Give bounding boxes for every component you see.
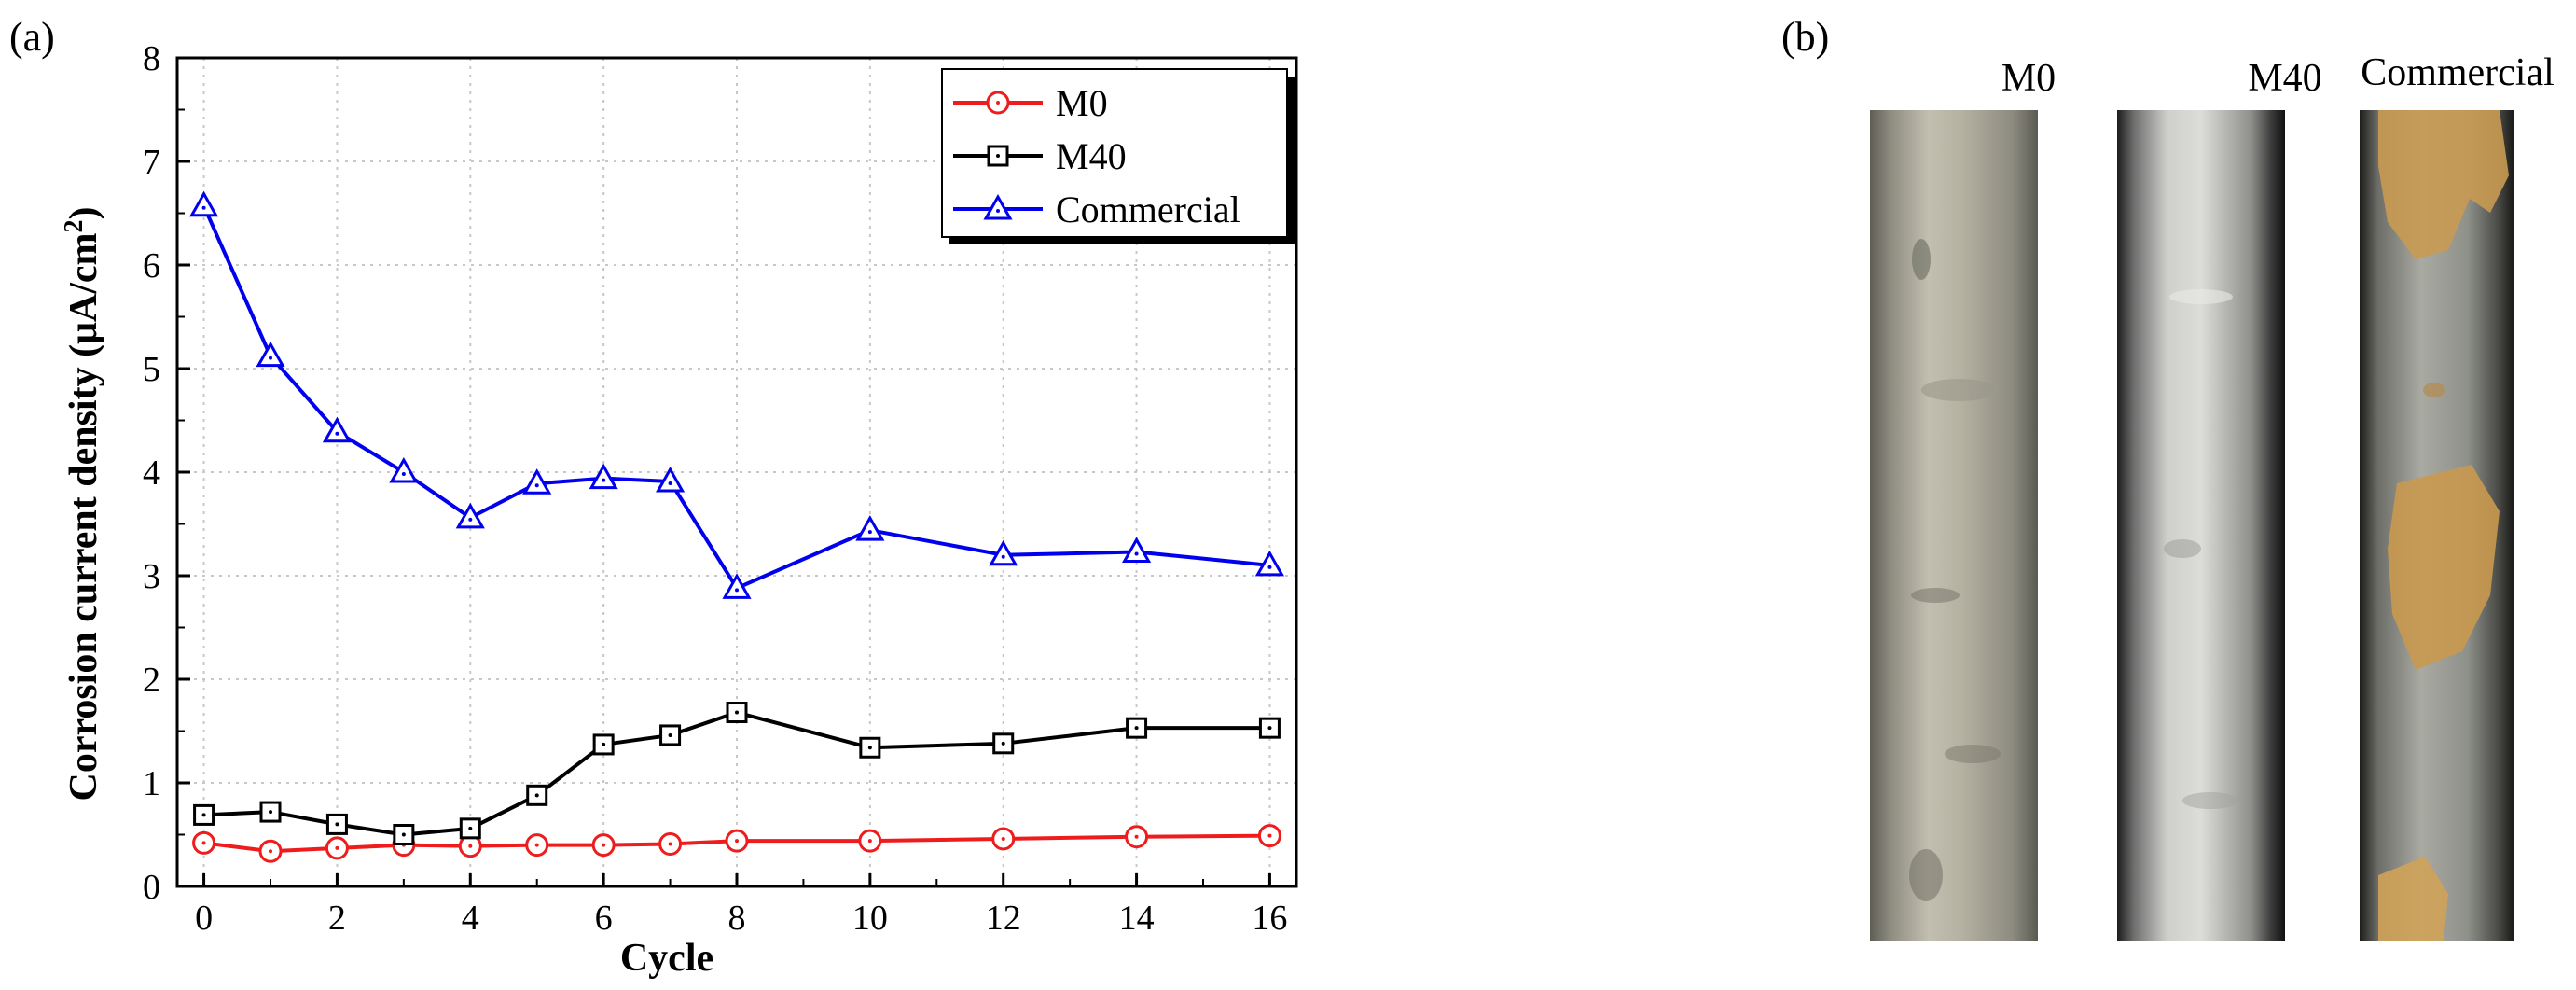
panel-a: (a) 0 2 4 6 8 10 12 14 16 0 1 2 3 4 5 6 7 8 M0 M40 Commerci… bbox=[9, 14, 1298, 980]
marker-center bbox=[1001, 836, 1005, 841]
panel-b: (b) M0 M40 Commercial bbox=[1753, 0, 2576, 985]
marker-center bbox=[668, 842, 672, 846]
series-m40 bbox=[193, 702, 1281, 845]
data-point-commercial bbox=[389, 456, 419, 483]
data-point-commercial bbox=[322, 416, 352, 443]
data-point-commercial bbox=[855, 515, 885, 541]
legend-label-m0: M0 bbox=[1056, 82, 1108, 124]
marker-center bbox=[668, 481, 672, 485]
marker-center bbox=[735, 588, 739, 593]
marker-center bbox=[201, 205, 206, 210]
marker-center bbox=[534, 843, 539, 847]
marker-center bbox=[1267, 565, 1272, 569]
x-tick-label: 8 bbox=[728, 899, 746, 938]
x-tick-label: 4 bbox=[462, 899, 479, 938]
marker-center bbox=[867, 530, 872, 535]
marker-center bbox=[269, 356, 272, 360]
y-tick-label: 1 bbox=[143, 764, 160, 803]
data-point-commercial bbox=[256, 341, 285, 368]
marker-center bbox=[534, 483, 539, 488]
marker-center bbox=[1134, 551, 1139, 556]
marker-center bbox=[1134, 834, 1139, 839]
panel-a-label: (a) bbox=[9, 14, 55, 60]
marker-center bbox=[335, 431, 339, 436]
marker-center bbox=[735, 710, 739, 715]
data-point-commercial bbox=[455, 502, 485, 529]
series-commercial bbox=[189, 190, 1284, 599]
rod-photo-m0 bbox=[1870, 110, 2038, 941]
y-tick-label: 0 bbox=[143, 868, 160, 907]
marker-center bbox=[269, 810, 272, 815]
marker-center bbox=[468, 826, 473, 830]
marker-center bbox=[534, 793, 539, 798]
rod-photo-m40 bbox=[2117, 110, 2285, 941]
y-tick-label: 8 bbox=[143, 39, 160, 78]
marker-center bbox=[1001, 741, 1005, 746]
marker-center bbox=[996, 101, 1000, 105]
legend-label-m40: M40 bbox=[1056, 135, 1127, 177]
marker-center bbox=[269, 849, 272, 854]
marker-center bbox=[468, 517, 473, 522]
data-point-commercial bbox=[189, 190, 219, 217]
x-tick-label: 10 bbox=[852, 899, 888, 938]
data-point-commercial bbox=[589, 463, 618, 490]
y-tick-label: 3 bbox=[143, 557, 160, 596]
panel-b-label: (b) bbox=[1781, 14, 1830, 60]
y-tick-label: 4 bbox=[143, 453, 160, 493]
x-axis-label: Cycle bbox=[620, 937, 713, 980]
data-point-commercial bbox=[1122, 537, 1152, 563]
marker-center bbox=[468, 844, 473, 848]
y-tick-label: 7 bbox=[143, 143, 160, 182]
y-tick-label: 6 bbox=[143, 246, 160, 286]
marker-center bbox=[867, 839, 872, 844]
y-axis-label: Corrosion current density (μA/cm2) bbox=[60, 206, 106, 801]
data-point-commercial bbox=[656, 466, 686, 493]
sample-label-m40: M40 bbox=[2248, 57, 2322, 100]
series-m0 bbox=[192, 824, 1281, 863]
marker-center bbox=[1267, 833, 1272, 838]
marker-center bbox=[735, 839, 739, 844]
marker-center bbox=[996, 209, 1000, 213]
marker-center bbox=[335, 822, 339, 827]
y-tick-label: 2 bbox=[143, 661, 160, 700]
series-group bbox=[189, 190, 1284, 863]
x-tick-label: 2 bbox=[328, 899, 346, 938]
x-tick-label: 0 bbox=[195, 899, 213, 938]
legend-label-commercial: Commercial bbox=[1056, 188, 1240, 230]
rod-photo-commercial bbox=[2360, 110, 2514, 941]
marker-center bbox=[996, 154, 1000, 158]
legend-marker-commercial bbox=[983, 193, 1013, 220]
x-tick-label: 14 bbox=[1119, 899, 1155, 938]
x-tick-label: 12 bbox=[986, 899, 1021, 938]
marker-center bbox=[201, 813, 206, 817]
marker-center bbox=[602, 843, 606, 847]
marker-center bbox=[1134, 726, 1139, 731]
marker-center bbox=[602, 478, 606, 482]
data-point-commercial bbox=[1254, 550, 1284, 577]
x-tick-label: 16 bbox=[1252, 899, 1287, 938]
marker-center bbox=[602, 742, 606, 746]
data-point-commercial bbox=[722, 573, 752, 599]
marker-center bbox=[668, 732, 672, 737]
marker-center bbox=[401, 472, 406, 476]
data-point-commercial bbox=[989, 539, 1018, 566]
legend: M0 M40 Commercial bbox=[941, 68, 1295, 244]
sample-label-commercial: Commercial bbox=[2361, 51, 2555, 94]
marker-center bbox=[401, 832, 406, 837]
marker-center bbox=[1001, 554, 1005, 559]
marker-center bbox=[1267, 726, 1272, 731]
marker-center bbox=[335, 845, 339, 850]
marker-center bbox=[201, 841, 206, 845]
x-tick-label: 6 bbox=[595, 899, 613, 938]
data-point-commercial bbox=[522, 468, 552, 495]
marker-center bbox=[867, 746, 872, 750]
y-tick-label: 5 bbox=[143, 350, 160, 389]
sample-label-m0: M0 bbox=[2001, 57, 2057, 100]
